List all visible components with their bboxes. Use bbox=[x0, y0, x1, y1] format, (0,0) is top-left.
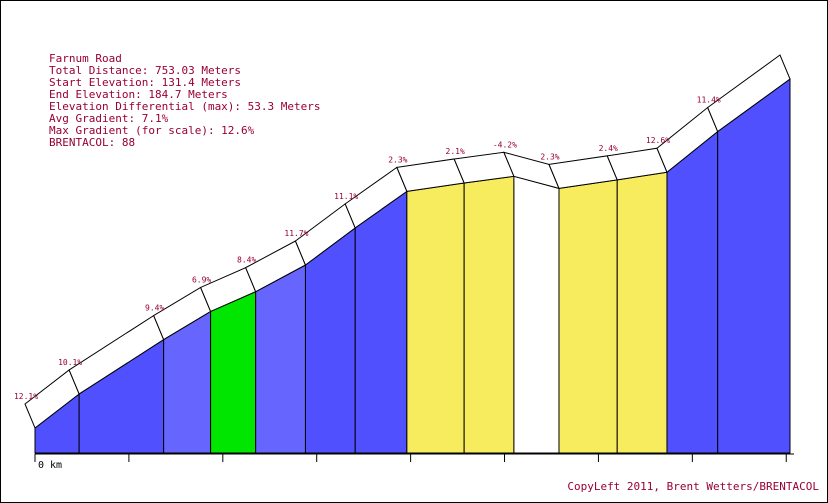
grade-label: 8.4% bbox=[237, 256, 256, 265]
route-info-line: End Elevation: 184.7 Meters bbox=[49, 88, 228, 101]
road-band-segment bbox=[707, 54, 791, 133]
grade-label: 12.1% bbox=[14, 392, 38, 401]
grade-label: 2.4% bbox=[599, 144, 618, 153]
segment-bar bbox=[513, 175, 560, 454]
segment-bar bbox=[616, 171, 668, 454]
segment-bar bbox=[666, 130, 719, 454]
segment-bar bbox=[354, 190, 408, 454]
grade-label: 9.4% bbox=[145, 304, 164, 313]
grade-label: 2.3% bbox=[388, 155, 407, 164]
x-axis bbox=[34, 453, 794, 462]
route-info-line: Start Elevation: 131.4 Meters bbox=[49, 76, 241, 89]
segment-bar bbox=[558, 179, 618, 454]
grade-label: 10.1% bbox=[58, 358, 82, 367]
route-info-line: Total Distance: 753.03 Meters bbox=[49, 64, 241, 77]
route-info-line: Farnum Road bbox=[49, 52, 122, 65]
grade-label: 2.1% bbox=[446, 147, 465, 156]
x-axis-start-label: 0 km bbox=[38, 460, 62, 471]
segment-bar bbox=[463, 175, 515, 454]
grade-label: 12.6% bbox=[646, 136, 670, 145]
route-info-line: Elevation Differential (max): 53.3 Meter… bbox=[49, 100, 321, 113]
segment-bar bbox=[717, 78, 791, 454]
grade-label: 2.3% bbox=[540, 152, 559, 161]
segment-bar bbox=[406, 182, 465, 454]
route-info-line: BRENTACOL: 88 bbox=[49, 136, 135, 149]
grade-label: -4.2% bbox=[493, 140, 517, 149]
grade-label: 6.9% bbox=[192, 275, 211, 284]
segment-bar bbox=[210, 290, 257, 454]
copyright-footer: CopyLeft 2011, Brent Wetters/BRENTACOL bbox=[567, 480, 819, 493]
grade-label: 11.7% bbox=[284, 229, 308, 238]
grade-label: 11.1% bbox=[334, 192, 358, 201]
route-info-line: Avg Gradient: 7.1% bbox=[49, 112, 169, 125]
road-band bbox=[24, 54, 791, 429]
grade-label: 11.4% bbox=[697, 96, 721, 105]
grade-labels: 12.1% 10.1% 9.4% 6.9% 8.4% 11.7% 11.1% 2.3% 2.1%… bbox=[14, 96, 721, 401]
segment-bar bbox=[255, 264, 306, 454]
route-info-line: Max Gradient (for scale): 12.6% bbox=[49, 124, 255, 137]
segment-bar bbox=[304, 226, 356, 454]
